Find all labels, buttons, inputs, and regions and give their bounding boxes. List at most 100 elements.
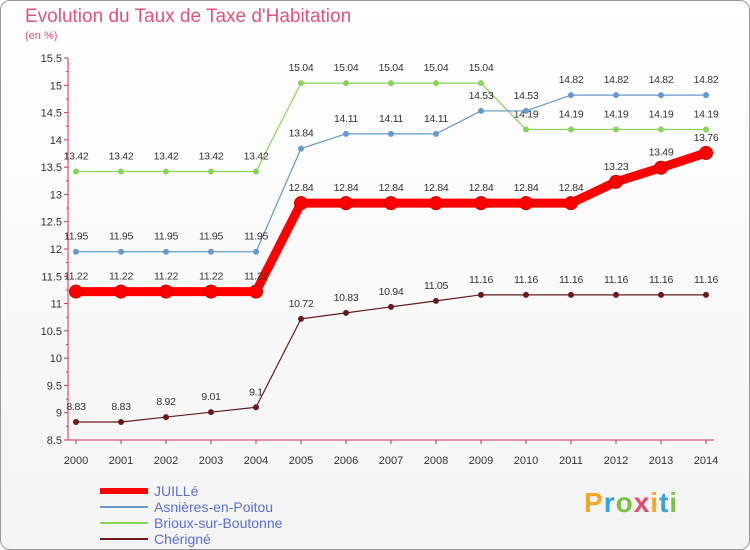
legend-swatch xyxy=(100,522,148,524)
data-point xyxy=(249,284,263,299)
data-label: 15.04 xyxy=(334,62,359,74)
data-label: 12.84 xyxy=(559,182,584,194)
x-tick-label: 2010 xyxy=(514,455,538,467)
x-tick-label: 2014 xyxy=(694,455,718,467)
data-point xyxy=(568,92,574,99)
data-point xyxy=(204,284,218,299)
logo-letter: o xyxy=(615,487,634,518)
data-label: 11.16 xyxy=(649,274,673,286)
data-point xyxy=(118,168,124,175)
data-label: 10.94 xyxy=(379,286,404,298)
data-label: 9.1 xyxy=(249,386,263,398)
data-point xyxy=(478,107,484,114)
data-point xyxy=(163,414,169,421)
y-tick-label: 13 xyxy=(50,189,62,201)
data-point xyxy=(388,80,394,87)
data-point xyxy=(433,130,439,137)
legend-label: Chérigné xyxy=(154,531,211,547)
data-label: 11.95 xyxy=(64,231,88,243)
legend-swatch xyxy=(100,506,148,508)
y-tick-label: 11.5 xyxy=(41,271,62,283)
logo-letter: i xyxy=(669,487,679,518)
data-label: 12.84 xyxy=(334,182,359,194)
data-point xyxy=(658,126,664,133)
legend-swatch xyxy=(100,538,148,540)
data-label: 14.11 xyxy=(379,113,403,125)
data-label: 10.83 xyxy=(334,292,359,304)
x-tick-label: 2013 xyxy=(649,455,673,467)
chart-title: Evolution du Taux de Taxe d'Habitation xyxy=(25,6,352,27)
data-label: 11.22 xyxy=(244,271,268,283)
legend-label: JUILLé xyxy=(154,483,199,499)
data-label: 13.42 xyxy=(109,151,134,163)
data-point xyxy=(298,80,304,87)
data-point xyxy=(339,196,353,211)
data-label: 11.95 xyxy=(109,231,133,243)
data-label: 11.05 xyxy=(424,280,448,292)
data-label: 14.19 xyxy=(559,108,584,120)
data-label: 14.82 xyxy=(604,74,629,86)
data-point xyxy=(568,126,574,133)
data-label: 11.22 xyxy=(154,271,178,283)
data-point xyxy=(523,291,529,298)
data-label: 12.84 xyxy=(379,182,404,194)
data-point xyxy=(703,126,709,133)
data-point xyxy=(253,248,259,255)
logo-letter: P xyxy=(584,487,604,518)
data-label: 15.04 xyxy=(424,62,449,74)
data-label: 10.72 xyxy=(289,298,314,310)
y-tick-label: 10 xyxy=(50,353,62,365)
data-label: 14.53 xyxy=(469,90,494,102)
data-point xyxy=(298,315,304,322)
data-point xyxy=(208,248,214,255)
y-tick-label: 12.5 xyxy=(41,217,62,229)
chart-subtitle: (en %) xyxy=(25,30,58,42)
data-point xyxy=(609,174,623,189)
logo-letter: x xyxy=(633,487,651,518)
data-point xyxy=(433,80,439,87)
data-point xyxy=(658,92,664,99)
legend-swatch xyxy=(100,488,148,494)
data-label: 13.42 xyxy=(244,151,269,163)
data-label: 11.22 xyxy=(64,271,88,283)
data-label: 12.84 xyxy=(514,182,539,194)
data-label: 13.76 xyxy=(694,132,719,144)
data-label: 14.82 xyxy=(559,74,584,86)
data-point xyxy=(568,291,574,298)
y-tick-label: 11 xyxy=(51,299,62,311)
y-tick-label: 9.5 xyxy=(47,380,62,392)
data-label: 14.19 xyxy=(694,108,719,120)
data-label: 11.95 xyxy=(154,231,178,243)
data-point xyxy=(523,107,529,114)
data-point xyxy=(73,418,79,425)
data-point xyxy=(163,168,169,175)
x-tick-label: 2011 xyxy=(559,455,583,467)
data-point xyxy=(253,404,259,411)
data-label: 13.49 xyxy=(649,147,674,159)
y-tick-label: 13.5 xyxy=(41,162,62,174)
data-label: 11.16 xyxy=(694,274,718,286)
y-tick-label: 14 xyxy=(50,135,62,147)
x-tick-label: 2005 xyxy=(289,455,313,467)
data-point xyxy=(564,196,578,211)
data-point xyxy=(73,248,79,255)
data-point xyxy=(478,291,484,298)
data-label: 13.23 xyxy=(604,161,629,173)
data-point xyxy=(478,80,484,87)
legend-label: Asnières-en-Poitou xyxy=(154,499,274,515)
x-tick-label: 2000 xyxy=(64,455,88,467)
data-point xyxy=(613,126,619,133)
data-point xyxy=(613,291,619,298)
data-point xyxy=(114,284,128,299)
x-tick-label: 2006 xyxy=(334,455,358,467)
data-label: 14.82 xyxy=(694,74,719,86)
data-point xyxy=(388,130,394,137)
data-point xyxy=(253,168,259,175)
data-point xyxy=(208,409,214,416)
y-tick-label: 8.5 xyxy=(47,435,62,447)
y-tick-label: 12 xyxy=(50,244,62,256)
x-tick-label: 2009 xyxy=(469,455,493,467)
x-tick-label: 2001 xyxy=(109,455,133,467)
